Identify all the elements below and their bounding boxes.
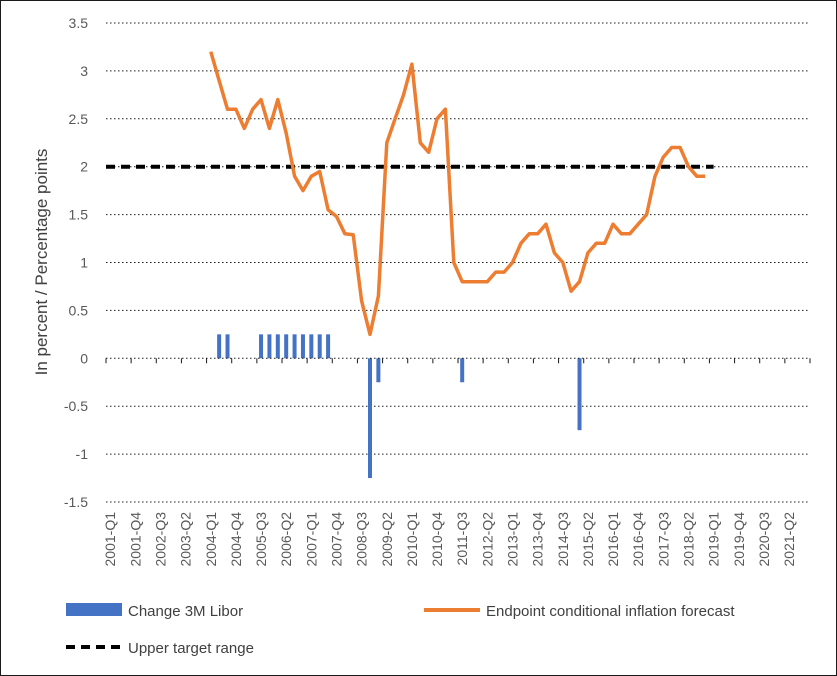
x-axis bbox=[105, 357, 811, 364]
legend-swatch-bar bbox=[66, 603, 122, 616]
y-tick-label: 3.5 bbox=[69, 15, 89, 31]
bar-change-3m-libor bbox=[376, 358, 381, 383]
bar-change-3m-libor bbox=[309, 334, 314, 359]
legend: Change 3M Libor Endpoint conditional infl… bbox=[66, 603, 735, 657]
x-tick-label: 2013-Q1 bbox=[505, 512, 521, 567]
bar-change-3m-libor bbox=[368, 358, 372, 479]
legend-label: Change 3M Libor bbox=[128, 603, 243, 620]
y-axis-label: In percent / Percentage points bbox=[32, 149, 51, 376]
x-tick-label: 2001-Q1 bbox=[102, 512, 118, 567]
bar-change-3m-libor bbox=[292, 334, 297, 359]
bar-change-3m-libor bbox=[267, 334, 272, 359]
x-tick-label: 2020-Q3 bbox=[756, 512, 772, 567]
y-tick-label: -0.5 bbox=[64, 398, 88, 414]
x-tick-label: 2016-Q1 bbox=[605, 512, 621, 567]
y-tick-label: 1 bbox=[80, 255, 88, 271]
x-tick-label: 2008-Q3 bbox=[354, 512, 370, 567]
x-axis-ticks: 2001-Q1 2001-Q4 2002-Q3 2003-Q2 2004-Q1 2004-… bbox=[102, 512, 797, 567]
x-tick-label: 2012-Q2 bbox=[479, 512, 495, 567]
bar-change-3m-libor bbox=[217, 334, 222, 359]
y-tick-label: 0.5 bbox=[69, 302, 89, 318]
x-tick-label: 2017-Q3 bbox=[655, 512, 671, 567]
bar-change-3m-libor bbox=[284, 334, 289, 359]
x-tick-label: 2009-Q2 bbox=[379, 512, 395, 567]
x-tick-label: 2010-Q1 bbox=[404, 512, 420, 567]
y-tick-label: 2 bbox=[80, 159, 88, 175]
y-tick-label: -1.5 bbox=[64, 494, 88, 510]
y-tick-label: 1.5 bbox=[69, 207, 89, 223]
x-tick-label: 2019-Q4 bbox=[731, 512, 747, 567]
bar-series bbox=[217, 334, 582, 479]
x-tick-label: 2019-Q1 bbox=[706, 512, 722, 567]
bar-change-3m-libor bbox=[275, 334, 280, 359]
x-tick-label: 2007-Q1 bbox=[303, 512, 319, 567]
legend-label: Endpoint conditional inflation forecast bbox=[486, 603, 735, 620]
x-tick-label: 2013-Q4 bbox=[530, 512, 546, 567]
x-tick-label: 2016-Q4 bbox=[630, 512, 646, 567]
y-tick-label: 3 bbox=[80, 63, 88, 79]
inflation-forecast-line bbox=[209, 51, 706, 337]
x-tick-label: 2014-Q3 bbox=[555, 512, 571, 567]
x-tick-label: 2004-Q4 bbox=[228, 512, 244, 567]
x-tick-label: 2004-Q1 bbox=[203, 512, 219, 567]
y-tick-label: -1 bbox=[76, 446, 89, 462]
bar-change-3m-libor bbox=[460, 358, 465, 383]
bar-change-3m-libor bbox=[326, 334, 331, 359]
x-tick-label: 2005-Q3 bbox=[253, 512, 269, 567]
x-tick-label: 2018-Q2 bbox=[681, 512, 697, 567]
line-series bbox=[209, 51, 706, 337]
bar-change-3m-libor bbox=[259, 334, 264, 359]
x-tick-label: 2003-Q2 bbox=[178, 512, 194, 567]
x-tick-label: 2011-Q3 bbox=[454, 512, 470, 566]
bar-change-3m-libor bbox=[300, 334, 305, 359]
x-tick-label: 2001-Q4 bbox=[127, 512, 143, 567]
y-axis-ticks: 3.5 3 2.5 2 1.5 1 0.5 0 -0.5 -1 -1.5 bbox=[64, 15, 88, 510]
x-tick-label: 2021-Q2 bbox=[781, 512, 797, 567]
bar-change-3m-libor bbox=[317, 334, 322, 359]
gridlines bbox=[106, 22, 810, 503]
y-tick-label: 2.5 bbox=[69, 111, 89, 127]
legend-label: Upper target range bbox=[128, 640, 254, 657]
x-tick-label: 2010-Q4 bbox=[429, 512, 445, 567]
y-tick-label: 0 bbox=[80, 350, 88, 366]
x-tick-label: 2002-Q3 bbox=[153, 512, 169, 567]
bar-change-3m-libor bbox=[225, 334, 230, 359]
x-tick-label: 2007-Q4 bbox=[329, 512, 345, 567]
x-tick-label: 2015-Q2 bbox=[580, 512, 596, 567]
bar-change-3m-libor bbox=[577, 358, 582, 431]
x-tick-label: 2006-Q2 bbox=[278, 512, 294, 567]
